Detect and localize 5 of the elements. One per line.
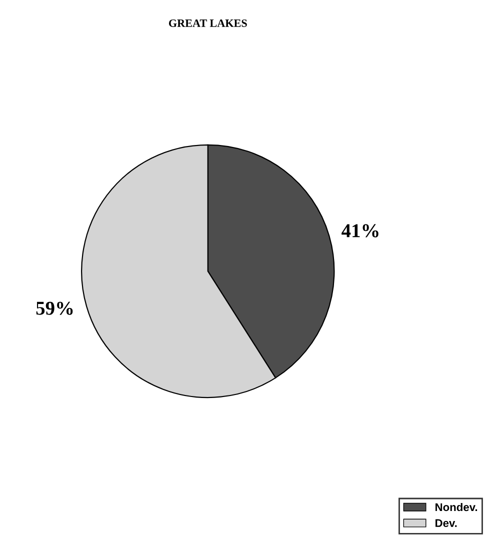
legend-label: Dev. (436, 519, 457, 528)
legend-label: Nondev. (436, 502, 478, 512)
data-label: 59% (36, 302, 73, 315)
data-label: 41% (342, 224, 378, 238)
chart-title: GREAT LAKES (168, 19, 247, 27)
